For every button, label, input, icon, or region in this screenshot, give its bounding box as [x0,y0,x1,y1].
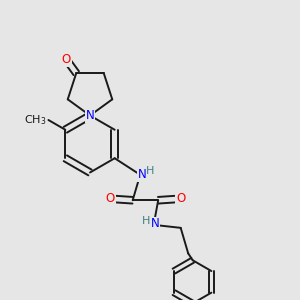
Text: N: N [138,168,147,181]
Text: CH$_3$: CH$_3$ [24,113,47,127]
Text: H: H [146,166,154,176]
Text: O: O [106,192,115,205]
Text: O: O [61,52,70,66]
Text: H: H [142,216,150,226]
Text: O: O [176,192,185,205]
Text: N: N [85,109,94,122]
Text: N: N [151,218,159,230]
